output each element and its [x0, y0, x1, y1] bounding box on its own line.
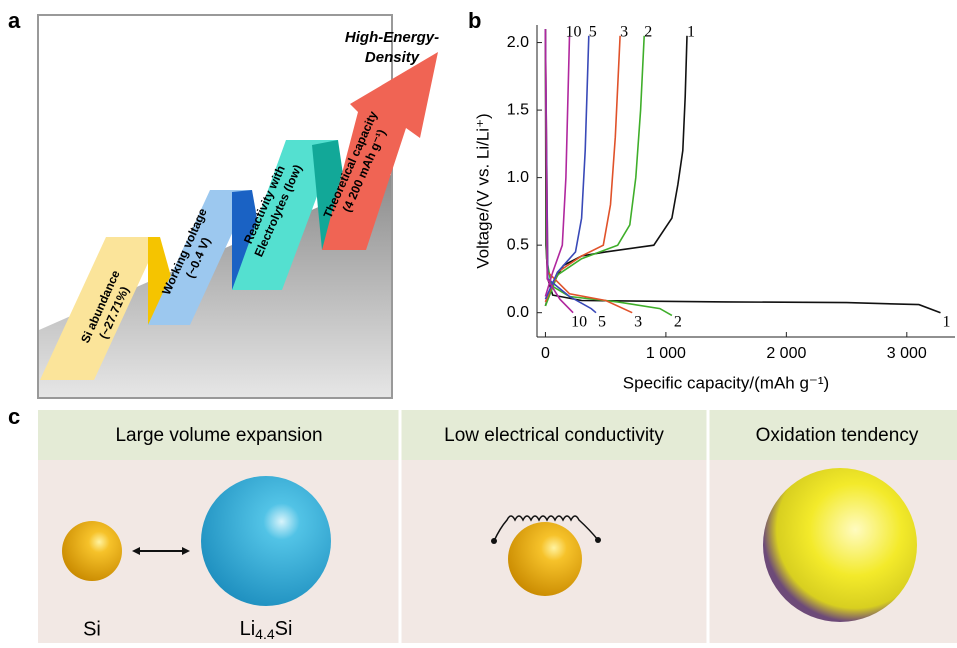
figure: a b c High-Energy- Density Si abundance(…: [0, 0, 957, 643]
panel-label: c: [8, 404, 20, 429]
wire-end: [595, 537, 601, 543]
curve-label: 2: [674, 314, 682, 331]
curve: [545, 29, 940, 313]
panel-a: High-Energy- Density Si abundance(~27.71…: [38, 15, 439, 398]
goal: High-Energy-: [345, 29, 439, 46]
x-tick-label: 1 000: [646, 345, 686, 362]
label-subscript: 4.4: [255, 626, 275, 642]
curve-label: 5: [598, 314, 606, 331]
header: Low electrical conductivity: [444, 425, 664, 446]
x-tick-label: 3 000: [887, 345, 927, 362]
goal: Density: [365, 49, 420, 66]
oxidized-particle: [763, 468, 917, 622]
y-tick-label: 2.0: [507, 34, 529, 51]
lithiated-particle: [201, 476, 331, 606]
wire-end: [491, 538, 497, 544]
panel-b: 0.0 0.5 1.0 1.5 2.0 0 1 000 2 000 3 000 Specific …: [473, 24, 955, 393]
y-axis-label: Voltage/(V vs. Li/Li⁺): [473, 113, 492, 268]
curve-label: 3: [634, 314, 642, 331]
x-axis-label: Specific capacity/(mAh g⁻¹): [623, 373, 829, 392]
header: Large volume expansion: [115, 425, 322, 446]
curve-label: 3: [620, 24, 628, 41]
si-particle: [62, 521, 122, 581]
y-tick-label: 0.5: [507, 236, 529, 253]
y-tick-label: 1.0: [507, 169, 529, 186]
curve-label: 1: [687, 24, 695, 41]
si-particle: [508, 522, 582, 596]
panel-label: a: [8, 8, 21, 33]
curve-label: 5: [589, 24, 597, 41]
header: Oxidation tendency: [756, 425, 919, 446]
panel-c: Large volume expansion Low electrical co…: [38, 410, 957, 643]
x-tick-label: 0: [541, 345, 550, 362]
curve-label: 10: [571, 314, 587, 331]
label: Si: [83, 618, 101, 640]
curve: [545, 29, 672, 315]
curve-label: 1: [943, 314, 951, 331]
label-part: Li: [240, 618, 256, 640]
curve-label: 10: [566, 24, 582, 41]
y-tick-label: 0.0: [507, 304, 529, 321]
x-tick-label: 2 000: [766, 345, 806, 362]
label-part: Si: [275, 618, 293, 640]
panel-label: b: [468, 8, 481, 33]
curve-label: 2: [644, 24, 652, 41]
y-tick-label: 1.5: [507, 101, 529, 118]
